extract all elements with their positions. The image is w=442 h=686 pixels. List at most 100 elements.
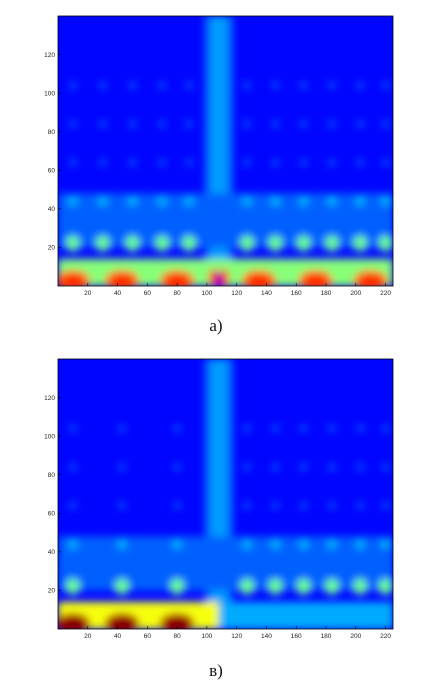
heatmap-blob (67, 196, 78, 207)
heatmap-blob (240, 235, 255, 252)
heatmap-blob (381, 463, 390, 471)
heatmap-blob (95, 235, 110, 252)
heatmap-blob (271, 120, 280, 128)
heatmap-blob (184, 196, 195, 207)
heatmap-blob (380, 539, 391, 550)
x-tick-label: 200 (350, 290, 361, 297)
center-notch-left (208, 269, 219, 286)
heatmap-blob (327, 501, 336, 510)
x-tick-label: 220 (380, 290, 391, 297)
x-tick-label: 140 (261, 290, 272, 297)
heatmap-blob (299, 424, 308, 433)
heatmap-blob (380, 196, 391, 207)
y-tick-label: 20 (48, 588, 56, 595)
heatmap-features (58, 359, 393, 629)
heatmap-chart-b: 20 40 60 80 100 120 140 160 180 200 220 20 40 60 80 100… (44, 358, 394, 640)
y-tick-label: 60 (48, 167, 56, 174)
heatmap-peak-core (112, 276, 133, 286)
y-tick-label: 120 (44, 395, 55, 402)
heatmap-blob (356, 424, 365, 433)
heatmap-peak-core (167, 619, 188, 629)
heatmap-blob (185, 158, 194, 167)
heatmap-blob (173, 501, 182, 510)
x-tick-label: 40 (114, 633, 122, 640)
x-tick-label: 200 (350, 633, 361, 640)
heatmap-blob (356, 501, 365, 510)
heatmap-blob (381, 120, 390, 128)
y-tick-label: 100 (44, 433, 55, 440)
heatmap-blob (117, 539, 128, 550)
x-tick-label: 140 (261, 633, 272, 640)
heatmap-blob (327, 81, 336, 90)
heatmap-blob (324, 235, 339, 252)
x-tick-label: 160 (291, 290, 302, 297)
x-tick-label: 100 (201, 290, 212, 297)
x-tick-label: 60 (144, 290, 152, 297)
heatmap-blob (158, 81, 167, 90)
heatmap-blob (68, 120, 77, 128)
heatmap-blob (296, 578, 311, 595)
x-tick-label: 40 (114, 290, 122, 297)
heatmap-blob (270, 539, 281, 550)
y-tick-label: 100 (44, 90, 55, 97)
heatmap-blob (173, 424, 182, 433)
heatmap-blob (97, 196, 108, 207)
heatmap-blob (125, 235, 140, 252)
y-tick-label: 20 (48, 245, 56, 252)
heatmap-field (58, 16, 393, 286)
heatmap-blob (185, 120, 194, 128)
heatmap-blob (155, 235, 170, 252)
heatmap-blob (128, 158, 137, 167)
heatmap-blob (299, 81, 308, 90)
heatmap-blob (381, 81, 390, 90)
heatmap-blob (68, 501, 77, 510)
heatmap-blob (68, 81, 77, 90)
heatmap-peak-core (62, 276, 83, 286)
heatmap-blob (299, 501, 308, 510)
heatmap-blob (271, 424, 280, 433)
y-tick-label: 40 (48, 206, 56, 213)
heatmap-blob (98, 158, 107, 167)
x-tick-label: 180 (321, 290, 332, 297)
heatmap-blob (157, 196, 168, 207)
heatmap-blob (182, 235, 197, 252)
caption-b: в) (209, 661, 223, 680)
heatmap-blob (356, 463, 365, 471)
heatmap-blob (353, 578, 368, 595)
heatmap-blob (327, 424, 336, 433)
heatmap-blob (128, 120, 137, 128)
heatmap-blob (98, 81, 107, 90)
x-tick-label: 120 (231, 633, 242, 640)
heatmap-features (58, 16, 393, 286)
heatmap-blob (158, 158, 167, 167)
heatmap-blob (298, 196, 309, 207)
heatmap-blob (65, 235, 80, 252)
heatmap-peak-core (62, 619, 83, 629)
heatmap-blob (326, 196, 337, 207)
heatmap-blob (327, 120, 336, 128)
heatmap-field (58, 359, 393, 629)
x-tick-label: 160 (291, 633, 302, 640)
heatmap-blob (378, 235, 393, 252)
heatmap-blob (118, 463, 127, 471)
heatmap-blob (356, 158, 365, 167)
heatmap-blob (378, 578, 393, 595)
heatmap-blob (271, 81, 280, 90)
heatmap-blob (381, 501, 390, 510)
heatmap-blob (353, 235, 368, 252)
heatmap-peak-core (305, 276, 326, 286)
heatmap-blob (68, 158, 77, 167)
heatmap-blob (298, 539, 309, 550)
low-band-right (218, 602, 393, 629)
heatmap-blob (326, 539, 337, 550)
y-tick-label: 80 (48, 129, 56, 136)
plot-frame (57, 358, 394, 630)
heatmap-blob (158, 120, 167, 128)
heatmap-blob (271, 158, 280, 167)
heatmap-blob (242, 196, 253, 207)
heatmap-blob (381, 424, 390, 433)
heatmap-blob (324, 578, 339, 595)
heatmap-chart-a: 20 40 60 80 100 120 140 160 180 200 220 20 40 60 80 100… (44, 15, 394, 297)
y-tick-label: 120 (44, 52, 55, 59)
heatmap-peak-core (360, 276, 381, 286)
